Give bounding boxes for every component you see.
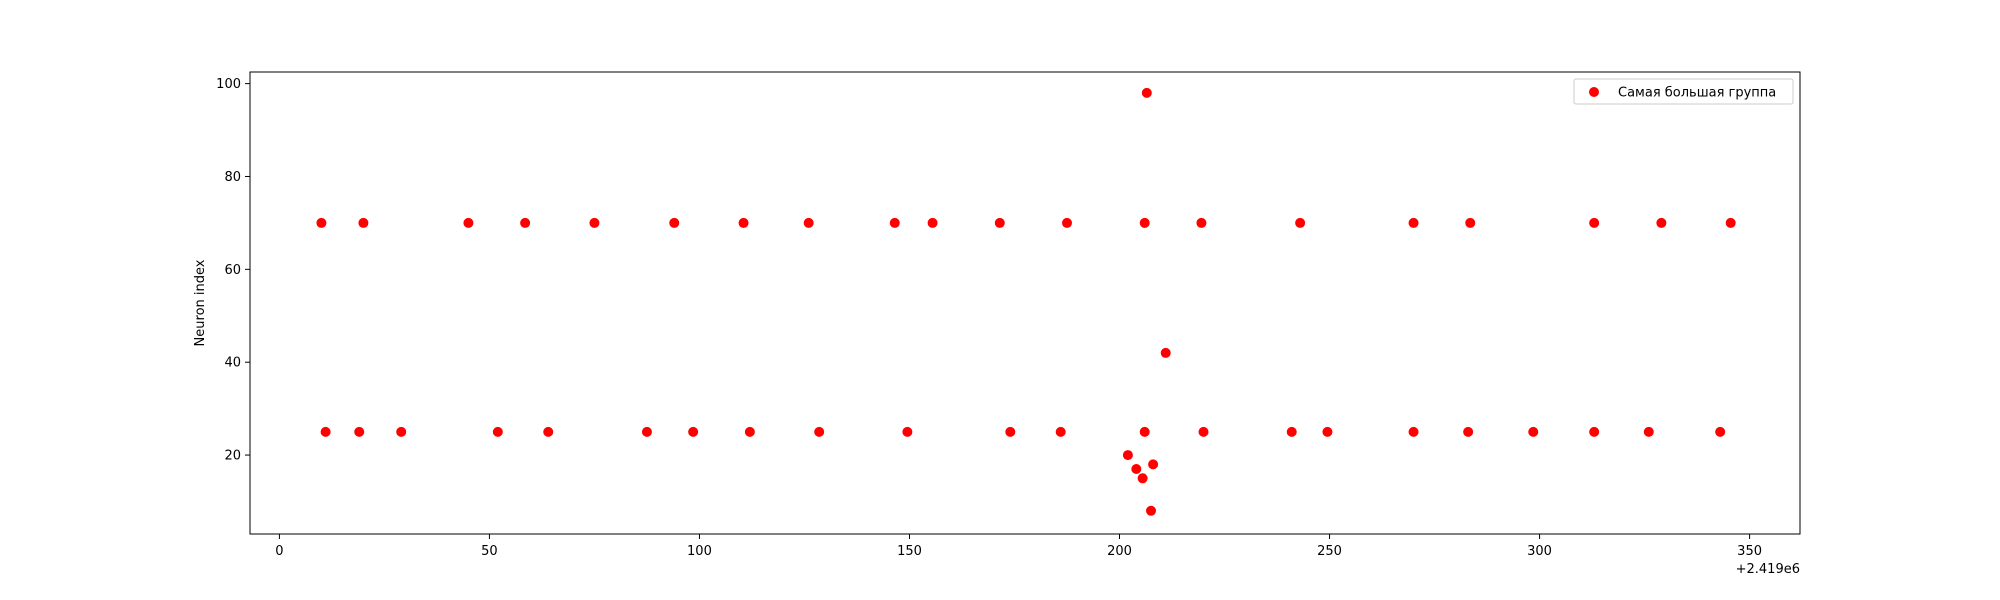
data-point [1286, 426, 1297, 437]
data-point [1589, 217, 1600, 228]
data-point [354, 426, 365, 437]
data-point [1465, 217, 1476, 228]
data-point [1141, 87, 1152, 98]
data-point [1122, 450, 1133, 461]
data-point [889, 217, 900, 228]
x-tick-label: 150 [897, 544, 922, 559]
legend-box [1573, 78, 1794, 105]
data-point [927, 217, 938, 228]
data-point [589, 217, 600, 228]
data-point [814, 426, 825, 437]
y-tick-label: 60 [224, 263, 241, 278]
data-point [1725, 217, 1736, 228]
data-point [1463, 426, 1474, 437]
data-point [1137, 473, 1148, 484]
legend-label: Самая большая группа [1618, 86, 1776, 101]
data-point [1408, 217, 1419, 228]
data-point [994, 217, 1005, 228]
data-point [1643, 426, 1654, 437]
data-point [1005, 426, 1016, 437]
data-point [1295, 217, 1306, 228]
data-point [1528, 426, 1539, 437]
data-point [1055, 426, 1066, 437]
data-point [1715, 426, 1726, 437]
data-point [641, 426, 652, 437]
data-point [1322, 426, 1333, 437]
x-tick-label: 250 [1317, 544, 1342, 559]
data-point [803, 217, 814, 228]
y-axis-label: Neuron index [193, 259, 208, 346]
y-tick-label: 40 [224, 356, 241, 371]
y-tick-label: 80 [224, 170, 241, 185]
data-point [902, 426, 913, 437]
data-point [358, 217, 369, 228]
data-point [492, 426, 503, 437]
data-point [463, 217, 474, 228]
x-tick-label: 300 [1527, 544, 1552, 559]
data-point [1139, 217, 1150, 228]
data-point [543, 426, 554, 437]
data-point [688, 426, 699, 437]
data-point [738, 217, 749, 228]
x-tick-label: 200 [1107, 544, 1132, 559]
x-tick-label: 100 [687, 544, 712, 559]
data-point [1656, 217, 1667, 228]
data-point [1139, 426, 1150, 437]
data-point [316, 217, 327, 228]
y-tick-label: 100 [216, 77, 241, 92]
plot-area [249, 71, 1801, 535]
data-point [1146, 505, 1157, 516]
data-point [744, 426, 755, 437]
data-point [1589, 426, 1600, 437]
x-tick-label: 50 [481, 544, 498, 559]
x-tick-label: 0 [275, 544, 283, 559]
data-point [320, 426, 331, 437]
data-point [396, 426, 407, 437]
x-tick-label: 350 [1737, 544, 1762, 559]
y-axis: 20 40 60 80 100 [216, 77, 250, 464]
x-axis: 0 50 100 150 200 250 300 350 [275, 534, 1762, 559]
legend-marker [1589, 87, 1599, 97]
data-point [520, 217, 531, 228]
legend: Самая большая группа [1573, 78, 1794, 105]
data-point [1408, 426, 1419, 437]
x-offset-label: +2.419e6 [1736, 562, 1800, 577]
data-point [1062, 217, 1073, 228]
data-point [1196, 217, 1207, 228]
data-point [1148, 459, 1159, 470]
data-point [669, 217, 680, 228]
data-points [316, 87, 1736, 516]
y-tick-label: 20 [224, 449, 241, 464]
data-point [1131, 463, 1142, 474]
data-point [1160, 347, 1171, 358]
data-point [1198, 426, 1209, 437]
